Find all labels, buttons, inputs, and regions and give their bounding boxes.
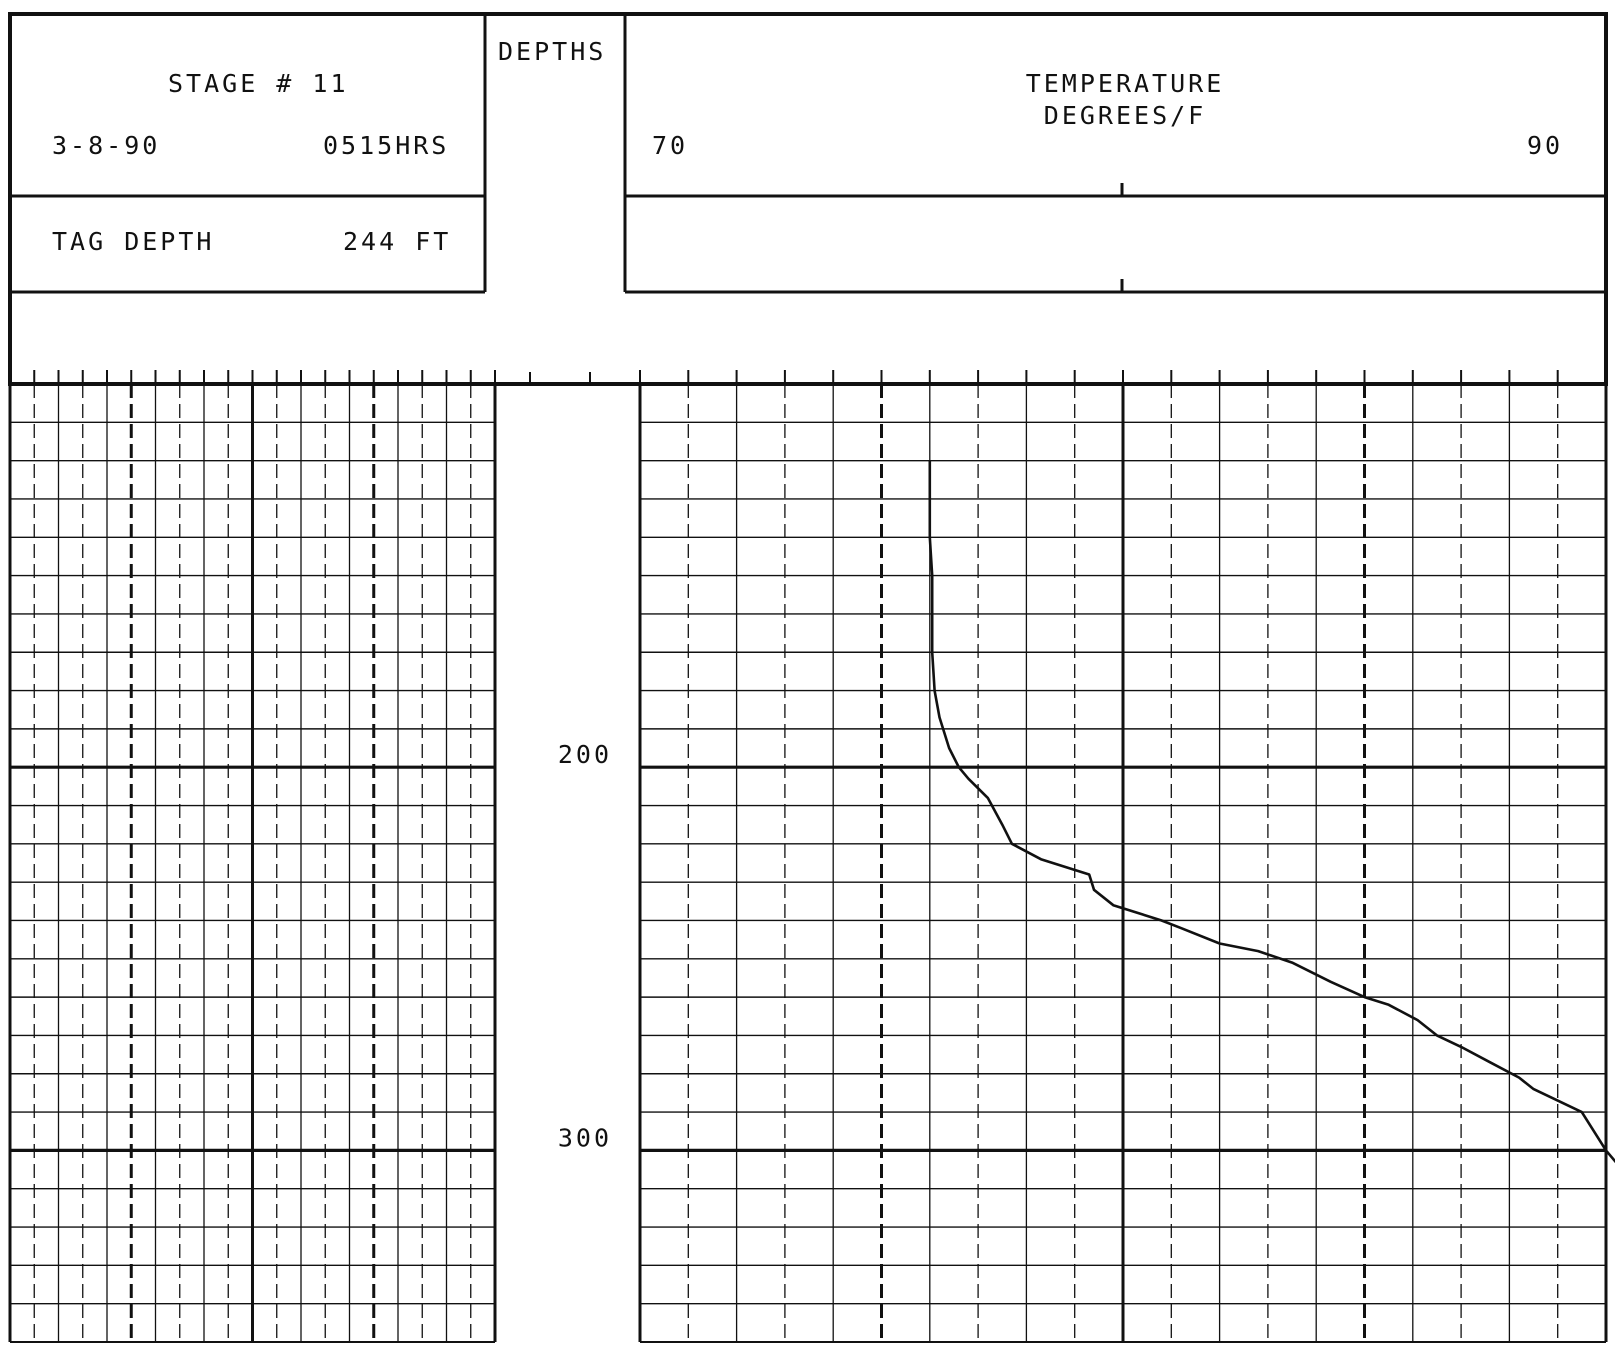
scale-max-label: 90 xyxy=(1527,131,1563,160)
tag-depth-label: TAG DEPTH xyxy=(52,227,214,256)
temperature-label: TEMPERATURE xyxy=(1026,69,1225,98)
depths-label: DEPTHS xyxy=(498,37,606,66)
depth-tick-labels: 200 300 xyxy=(558,740,612,1152)
time-text: 0515HRS xyxy=(323,131,449,160)
temperature-units: DEGREES/F xyxy=(1044,101,1206,130)
depth-tick-label: 200 xyxy=(558,740,612,769)
temperature-curve xyxy=(928,460,1615,1164)
scale-min-label: 70 xyxy=(652,131,688,160)
temperature-curve-layer xyxy=(928,460,1615,1164)
tag-depth-value: 244 FT xyxy=(343,227,451,256)
chart-grid xyxy=(8,370,1608,1343)
date-text: 3-8-90 xyxy=(52,131,160,160)
depth-tick-label: 300 xyxy=(558,1123,612,1152)
stage-label: STAGE # 11 xyxy=(168,69,349,98)
